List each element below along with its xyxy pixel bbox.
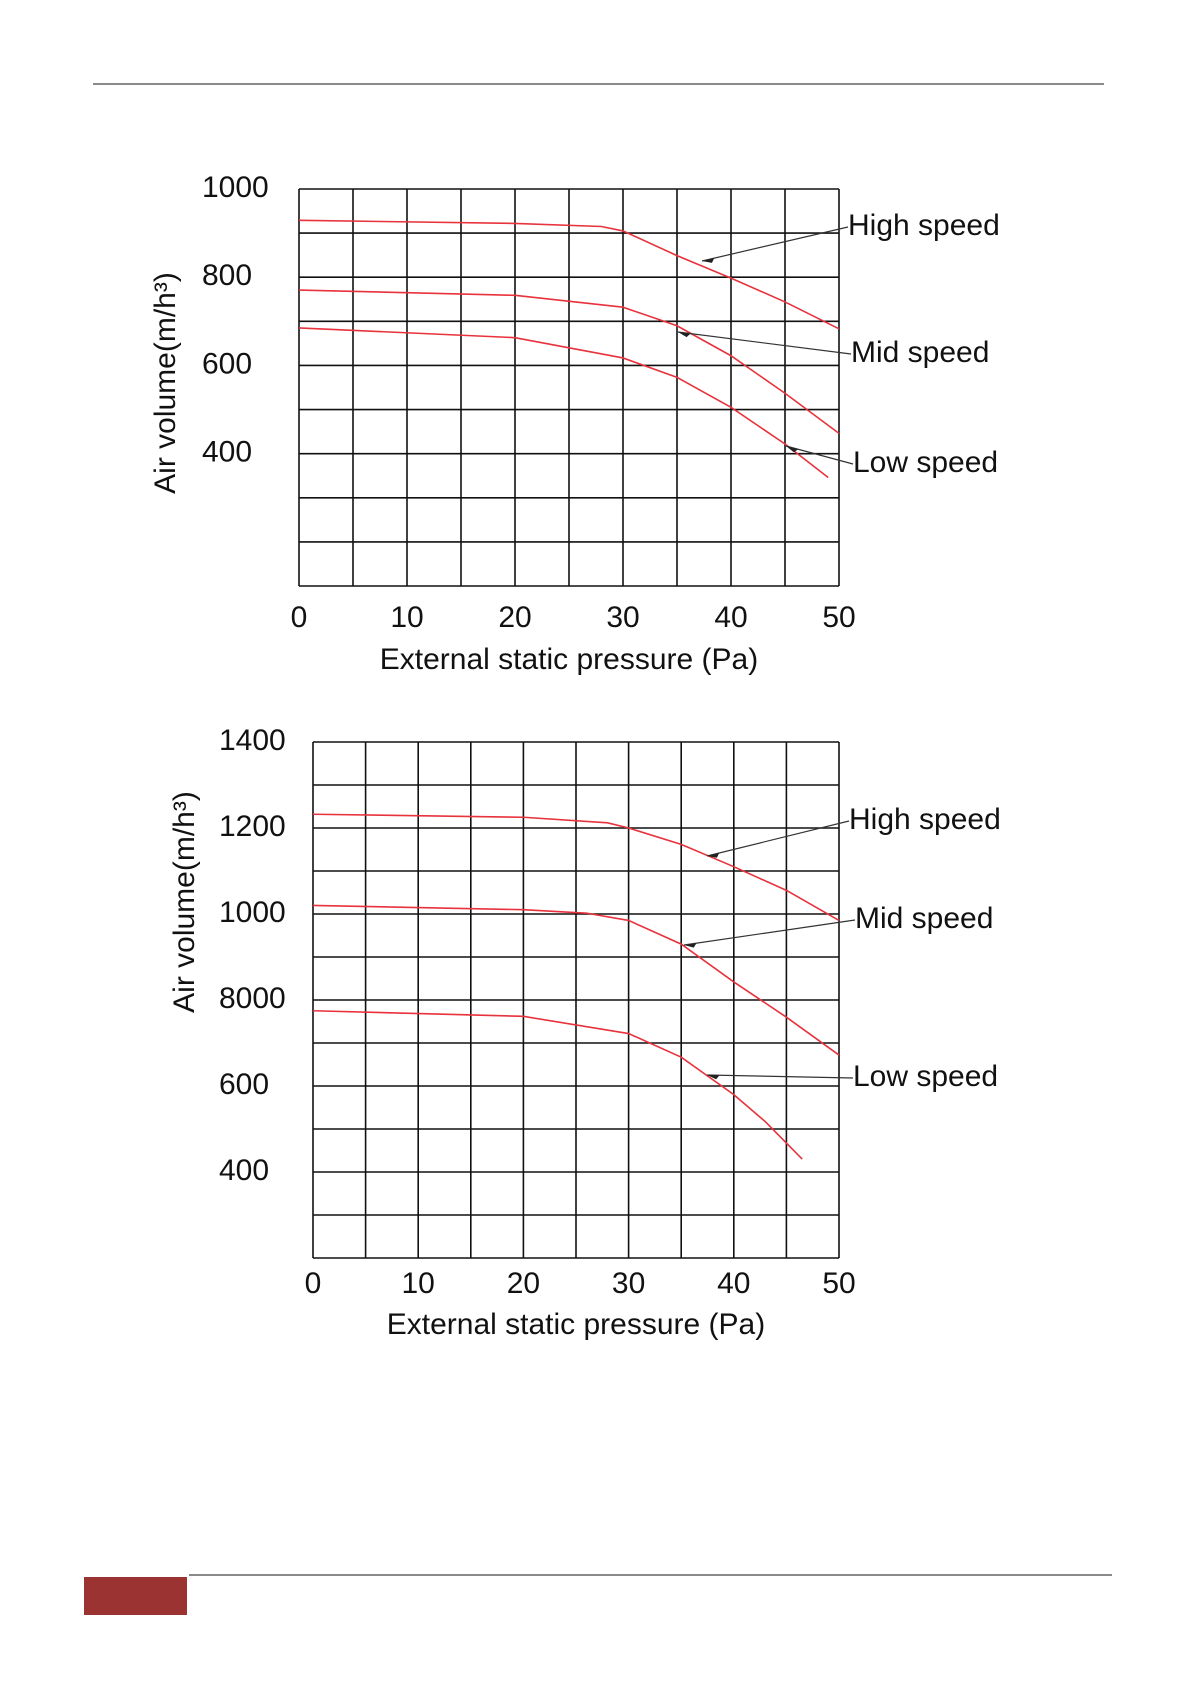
y-tick-label: 600 — [202, 347, 252, 380]
arrow-head — [702, 258, 715, 263]
annotation-arrow — [706, 820, 850, 857]
x-tick-label: 10 — [390, 601, 423, 634]
legend-label: Mid speed — [855, 902, 993, 935]
x-tick-label: 40 — [717, 1267, 750, 1300]
x-tick-label: 20 — [498, 601, 531, 634]
x-axis-label: External static pressure (Pa) — [380, 643, 758, 676]
series-line — [298, 327, 829, 479]
arrow-head — [707, 852, 720, 858]
arrow-head — [707, 1075, 720, 1080]
y-tick-label: 8000 — [219, 982, 286, 1015]
y-axis-label: Air volume(m/h³) — [168, 791, 201, 1013]
legend-label: Mid speed — [851, 336, 989, 369]
footer-block — [84, 1577, 187, 1615]
arrow-head — [684, 943, 697, 948]
x-tick-label: 50 — [822, 1267, 855, 1300]
annotation-arrow — [706, 1074, 854, 1079]
series-line — [312, 1009, 803, 1160]
y-tick-label: 1400 — [219, 724, 286, 757]
series-line — [298, 219, 840, 330]
series-line — [312, 813, 840, 922]
annotation-arrow — [683, 919, 856, 946]
series-line — [312, 904, 840, 1056]
x-tick-label: 0 — [291, 601, 308, 634]
y-tick-label: 400 — [219, 1154, 269, 1187]
y-tick-label: 1000 — [219, 896, 286, 929]
y-tick-label: 400 — [202, 436, 252, 469]
x-axis-label: External static pressure (Pa) — [387, 1308, 765, 1341]
series-line — [298, 289, 840, 435]
x-tick-label: 30 — [612, 1267, 645, 1300]
x-tick-label: 40 — [714, 601, 747, 634]
legend-label: High speed — [848, 209, 1000, 242]
arrow-head — [678, 332, 691, 338]
y-tick-label: 1200 — [219, 810, 286, 843]
y-tick-label: 800 — [202, 259, 252, 292]
annotation-arrow — [701, 226, 849, 262]
annotation-arrow — [677, 331, 852, 355]
arrow-head — [786, 446, 799, 453]
y-tick-label: 600 — [219, 1068, 269, 1101]
legend-label: High speed — [849, 803, 1001, 836]
x-tick-label: 20 — [507, 1267, 540, 1300]
y-tick-label: 1000 — [202, 171, 269, 204]
x-tick-label: 0 — [305, 1267, 322, 1300]
legend-label: Low speed — [853, 1060, 998, 1093]
legend-label: Low speed — [853, 446, 998, 479]
x-tick-label: 50 — [822, 601, 855, 634]
x-tick-label: 10 — [402, 1267, 435, 1300]
y-axis-label: Air volume(m/h³) — [149, 272, 182, 494]
x-tick-label: 30 — [606, 601, 639, 634]
